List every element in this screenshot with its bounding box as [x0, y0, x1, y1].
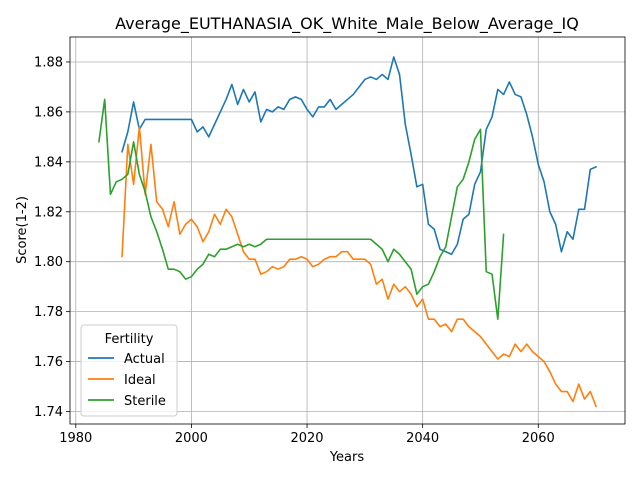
- y-tick-label: 1.80: [34, 255, 63, 270]
- legend-box: [80, 324, 178, 417]
- legend-title: Fertility: [105, 332, 154, 347]
- y-tick-label: 1.74: [34, 405, 63, 420]
- series-line-ideal: [121, 126, 597, 408]
- y-tick-label: 1.82: [34, 205, 63, 220]
- series-line-actual: [121, 56, 597, 256]
- x-tick-label: 2060: [522, 431, 555, 446]
- y-tick-label: 1.78: [34, 305, 63, 320]
- legend-label-sterile: Sterile: [124, 394, 166, 409]
- y-tick-label: 1.84: [34, 155, 63, 170]
- y-axis-label: Score(1-2): [15, 196, 30, 264]
- y-tick-label: 1.86: [34, 105, 63, 120]
- legend: Fertility Actual Ideal Sterile: [80, 324, 178, 417]
- axis-ticks: 1980 2000 2020 2040 2060 1.74 1.76 1.78 1.80 1.82…: [34, 55, 555, 446]
- chart-title: Average_EUTHANASIA_OK_White_Male_Below_A…: [115, 14, 579, 34]
- x-tick-label: 1980: [59, 431, 92, 446]
- legend-label-actual: Actual: [124, 352, 165, 367]
- legend-entries: Actual Ideal Sterile: [88, 352, 166, 409]
- x-axis-label: Years: [329, 450, 365, 465]
- plot-frame: [69, 36, 626, 425]
- x-tick-label: 2040: [406, 431, 439, 446]
- grid-lines: [70, 37, 625, 424]
- series-lines: [98, 56, 597, 408]
- x-tick-label: 2000: [175, 431, 208, 446]
- series-line-sterile: [98, 98, 505, 320]
- x-tick-label: 2020: [290, 431, 323, 446]
- y-tick-label: 1.76: [34, 355, 63, 370]
- legend-label-ideal: Ideal: [124, 373, 156, 388]
- y-tick-label: 1.88: [34, 55, 63, 70]
